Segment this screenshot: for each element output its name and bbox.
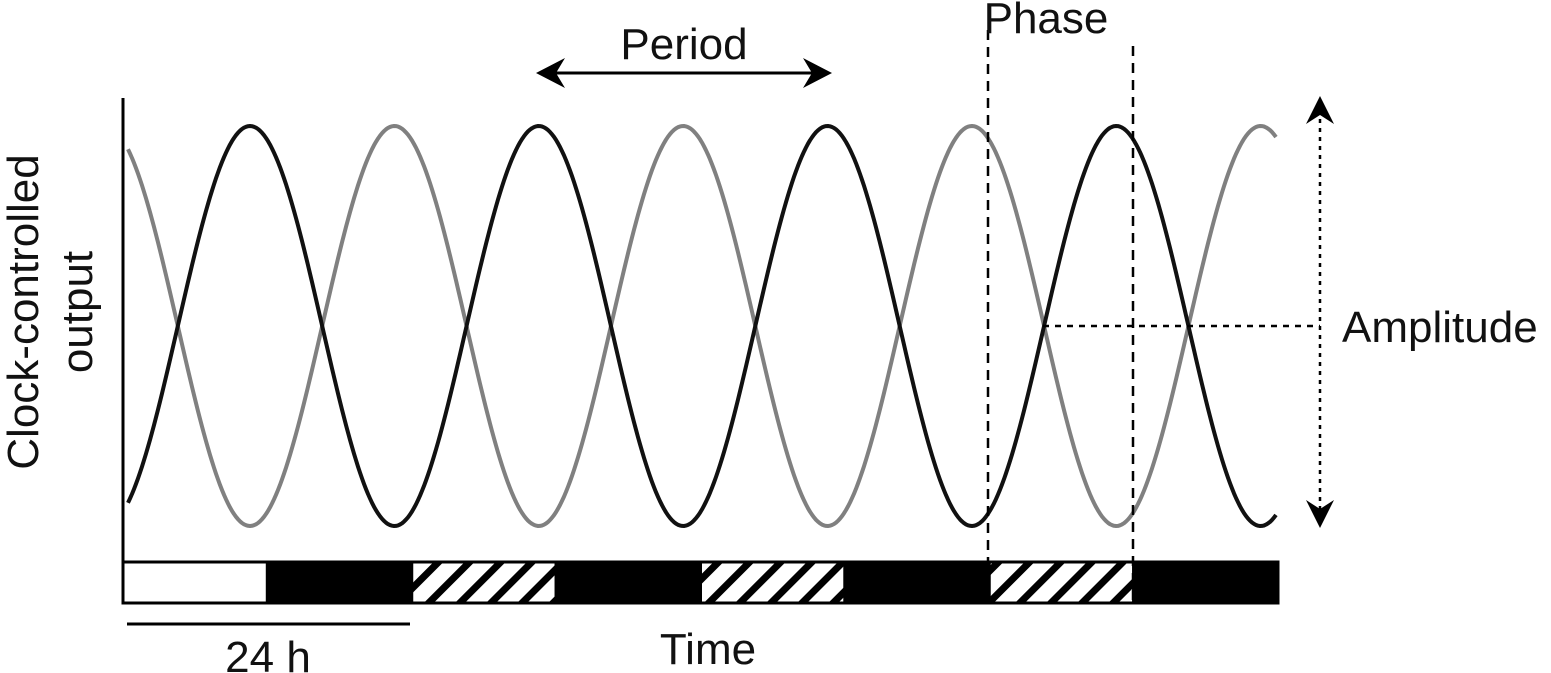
bar-segment-hatched xyxy=(412,562,556,603)
time-axis-label: Time xyxy=(660,625,756,673)
bar-segment-light xyxy=(123,562,267,603)
bar-segment-dark xyxy=(845,562,989,603)
scale-bar-label: 24 h xyxy=(225,633,311,673)
period-label: Period xyxy=(620,20,747,69)
y-axis-label-line1: Clock-controlled xyxy=(0,154,48,469)
y-axis-label: Clock-controlled output xyxy=(0,154,102,469)
bar-segment-hatched xyxy=(989,562,1133,603)
amplitude-label: Amplitude xyxy=(1342,303,1538,352)
light-dark-bar xyxy=(123,562,1278,603)
bar-segment-hatched xyxy=(701,562,845,603)
y-axis-label-line2: output xyxy=(53,251,102,373)
bar-segment-dark xyxy=(1134,562,1278,603)
bar-segment-dark xyxy=(556,562,700,603)
amplitude-arrow-bottom-head xyxy=(1306,500,1334,528)
phase-label: Phase xyxy=(984,0,1109,43)
bar-segment-dark xyxy=(267,562,411,603)
